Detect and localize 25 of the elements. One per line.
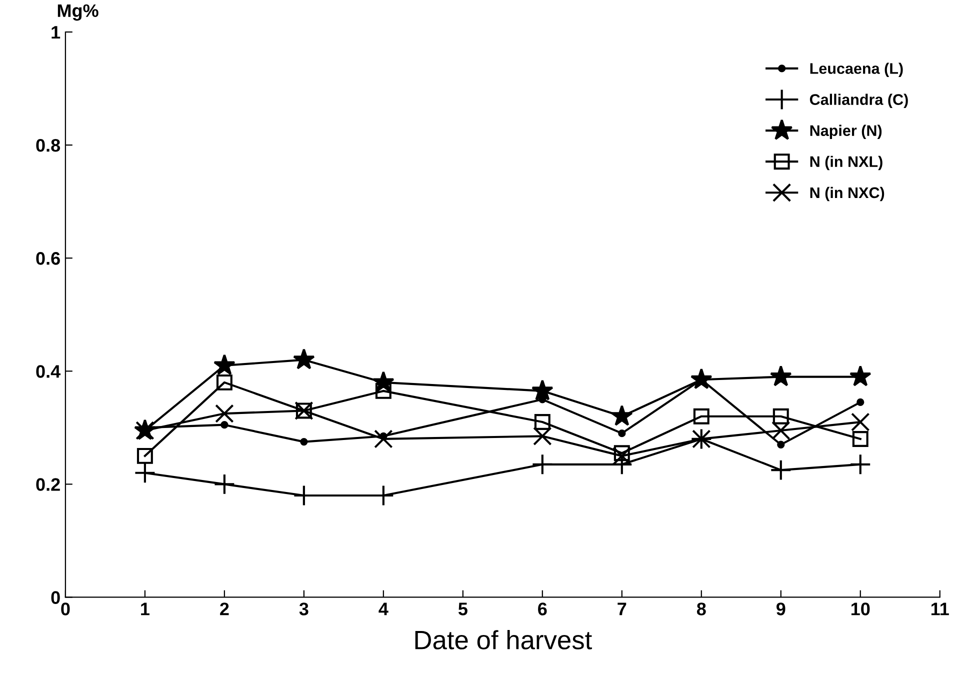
y-tick-label: 0.2	[36, 478, 60, 491]
legend-label: Napier (N)	[810, 124, 882, 140]
x-tick-label: 1	[141, 602, 150, 616]
legend-label: Leucaena (L)	[810, 62, 903, 77]
x-tick-label: 6	[538, 602, 547, 616]
x-tick-label: 9	[776, 602, 786, 616]
x-tick-label: 5	[458, 602, 468, 616]
y-tick-label: 0.6	[36, 252, 60, 265]
legend-label: N (in NXL)	[810, 156, 882, 170]
x-tick-label: 3	[299, 602, 308, 616]
x-tick-label: 11	[931, 602, 949, 616]
y-tick-label: 1	[52, 26, 60, 39]
y-tick-label: 0	[51, 591, 60, 604]
x-tick-label: 7	[618, 602, 626, 616]
y-tick-label: 0.4	[36, 365, 61, 378]
x-axis-title: Date of harvest	[415, 630, 592, 650]
x-tick-label: 0	[61, 602, 70, 616]
y-tick-label: 0.8	[36, 138, 60, 152]
y-axis-title: Mg%	[58, 4, 98, 21]
x-tick-label: 2	[220, 602, 229, 616]
legend-label: Calliandra (C)	[810, 94, 908, 108]
x-tick-label: 8	[696, 602, 706, 616]
legend-label: N (in NXC)	[810, 186, 884, 202]
x-tick-label: 10	[851, 602, 870, 616]
x-tick-label: 4	[378, 602, 388, 616]
